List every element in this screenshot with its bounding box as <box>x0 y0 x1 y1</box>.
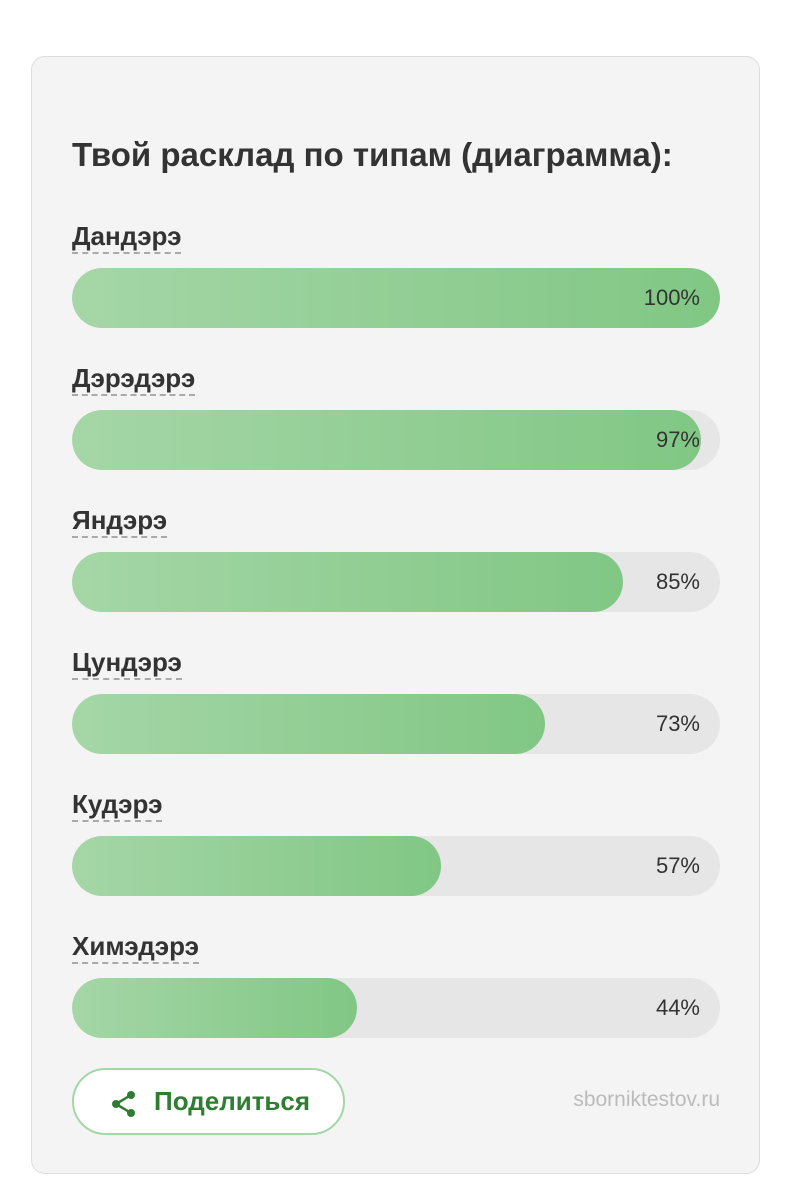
category-label: Дандэрэ <box>72 220 182 254</box>
category-label: Яндэрэ <box>72 504 168 538</box>
bar-track: 73% <box>72 694 720 754</box>
bar <box>72 836 442 896</box>
bar-track: 44% <box>72 978 720 1038</box>
category-label: Цундэрэ <box>72 646 182 680</box>
bar <box>72 268 720 328</box>
category-label: Дэрэдэрэ <box>72 362 196 396</box>
category-label: Кудэрэ <box>72 788 163 822</box>
bar-track: 57% <box>72 836 720 896</box>
value-label: 44% <box>655 995 700 1020</box>
bar <box>72 410 701 470</box>
share-icon <box>112 1091 135 1117</box>
bar-track: 85% <box>72 552 720 612</box>
value-label: 85% <box>655 569 700 594</box>
bar <box>72 978 358 1038</box>
share-button[interactable]: Поделиться <box>72 1068 345 1135</box>
bar-track: 100% <box>72 268 720 328</box>
bar-track: 97% <box>72 410 720 470</box>
chart-title: Твой расклад по типам (диаграмма): <box>72 136 673 173</box>
bar <box>72 694 546 754</box>
value-label: 97% <box>655 427 700 452</box>
bar <box>72 552 623 612</box>
share-label: Поделиться <box>154 1086 311 1116</box>
site-name: sborniktestov.ru <box>573 1088 720 1111</box>
value-label: 100% <box>643 285 700 310</box>
value-label: 73% <box>655 711 700 736</box>
category-label: Химэдэрэ <box>72 930 199 964</box>
value-label: 57% <box>655 853 700 878</box>
